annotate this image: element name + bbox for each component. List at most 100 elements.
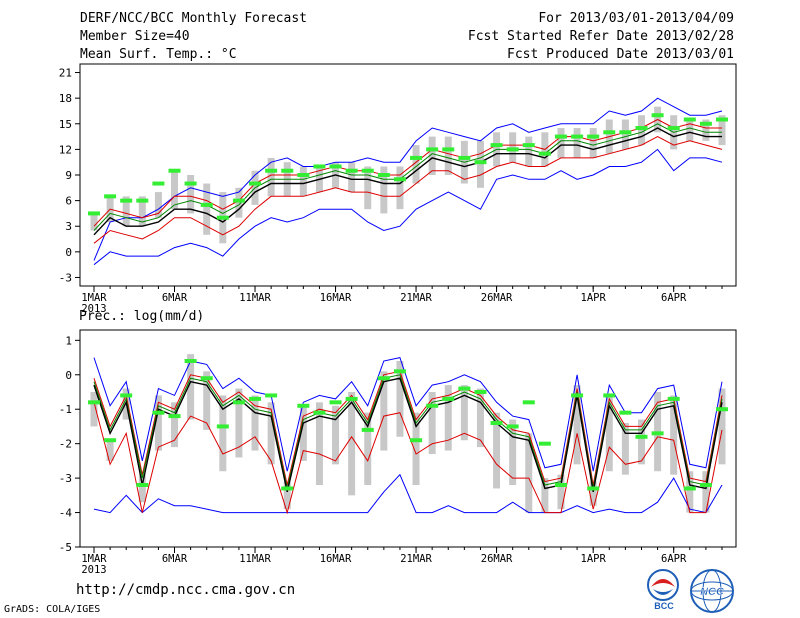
temp-member-marker [506, 147, 519, 152]
prec-member-marker [345, 396, 358, 401]
temp-spread-bar [154, 192, 162, 218]
temp-member-marker [571, 134, 584, 139]
temp-member-marker [152, 181, 165, 186]
prec-member-marker [554, 483, 567, 487]
temp-mean-minus-sigma-line [93, 136, 723, 244]
temp-x-tick-label: 26MAR [481, 292, 513, 304]
temp-spread-bar [364, 166, 372, 210]
prec-member-marker [603, 393, 616, 398]
prec-spread-bar [106, 440, 114, 461]
temp-member-marker [377, 173, 390, 177]
temp-spread-bar [557, 128, 565, 158]
prec-member-marker [426, 403, 439, 408]
temp-spread-bar [171, 170, 179, 210]
prec-mean-plus-third-sigma-line [93, 374, 723, 489]
temp-member-marker [345, 168, 358, 173]
temp-spread-bar [686, 119, 694, 141]
temp-spread-bar [122, 196, 130, 227]
prec-spread-bar [187, 354, 195, 420]
prec-spread-bar [171, 402, 179, 448]
temp-spread-bar [90, 213, 98, 231]
temp-member-marker [200, 202, 213, 207]
temp-max-line [93, 97, 723, 261]
prec-member-marker [120, 393, 133, 398]
prec-spread-bar [235, 388, 243, 458]
prec-member-marker [265, 393, 278, 398]
temp-spread-bar [509, 132, 517, 163]
prec-x-tick-label: 1MAR [81, 553, 107, 565]
temp-spread-bar [187, 175, 195, 214]
prec-spread-bar [541, 478, 549, 513]
temp-spread-bar [235, 187, 243, 218]
prec-spread-bar [138, 474, 146, 503]
prec-y-tick-label: -3 [59, 472, 72, 485]
ncc-logo: NCC [690, 569, 734, 613]
temp-member-marker [716, 117, 728, 122]
temp-spread-bar [412, 145, 420, 184]
temp-y-tick-label: 21 [59, 67, 72, 80]
temp-member-marker [554, 134, 567, 139]
temp-member-marker [619, 130, 632, 135]
prec-member-marker [377, 376, 390, 381]
prec-x-tick-label: 11MAR [239, 553, 271, 565]
prec-spread-bar [219, 395, 227, 472]
bcc-logo: BCC [647, 569, 679, 611]
temp-mean-plus-sigma-line [93, 118, 722, 227]
temp-mean-plus-third-sigma-line [93, 123, 722, 231]
prec-min-line [93, 473, 723, 514]
prec-spread-bar [493, 412, 501, 489]
prec-member-marker [699, 483, 712, 487]
prec-member-marker [506, 424, 519, 429]
prec-spread-bar [509, 419, 517, 485]
prec-member-marker [249, 396, 262, 401]
prec-spread-bar [557, 474, 565, 510]
temp-member-marker [120, 198, 133, 203]
prec-member-marker [361, 427, 374, 432]
temp-spread-bar [428, 136, 436, 175]
temp-spread-bar [380, 166, 388, 214]
source-url[interactable]: http://cmdp.ncc.cma.gov.cn [76, 582, 296, 598]
prec-spread-bar [686, 471, 694, 513]
temp-x-tick-label: 6MAR [162, 292, 188, 304]
temp-x-year-label: 2013 [81, 303, 106, 315]
temp-y-tick-label: 15 [59, 118, 72, 131]
prec-member-marker [571, 393, 584, 398]
temp-member-marker [361, 168, 374, 173]
bcc-logo-text: BCC [654, 601, 674, 611]
temp-x-tick-label: 16MAR [320, 292, 352, 304]
temp-spread-bar [476, 140, 484, 188]
variable-label: Mean Surf. Temp.: °C [80, 47, 237, 62]
prec-spread-bar [412, 412, 420, 485]
prec-spread-bar [589, 481, 597, 506]
temp-member-marker [297, 173, 310, 177]
prec-spread-bar [637, 419, 645, 465]
prec-y-tick-label: -2 [59, 438, 72, 451]
temp-y-tick-label: 12 [59, 143, 72, 156]
temp-member-marker [216, 215, 229, 220]
prec-member-marker [458, 386, 471, 391]
prec-spread-bar [332, 405, 340, 465]
prec-spread-bar [525, 433, 533, 513]
prec-x-year-label: 2013 [81, 564, 106, 576]
temp-member-marker [490, 143, 503, 148]
temp-spread-bar [525, 136, 533, 167]
prec-spread-bar [203, 371, 211, 430]
prec-member-marker [168, 414, 181, 419]
temp-y-tick-label: 9 [65, 169, 72, 182]
prec-member-marker [313, 410, 326, 415]
prec-spread-bar [428, 392, 436, 454]
temp-spread-bar [267, 157, 275, 197]
prec-spread-bar [315, 402, 323, 485]
temp-member-marker [699, 121, 712, 126]
temp-x-tick-label: 11MAR [239, 292, 271, 304]
chart-title: DERF/NCC/BCC Monthly Forecast [80, 11, 307, 26]
prec-spread-bar [283, 481, 291, 510]
prec-x-tick-label: 26MAR [481, 553, 513, 565]
prec-spread-bar [573, 385, 581, 465]
temp-y-tick-label: 18 [59, 92, 72, 105]
prec-member-marker [216, 424, 229, 429]
temp-plot-frame [79, 63, 737, 287]
prec-member-marker [474, 390, 487, 394]
prec-member-marker [683, 486, 696, 491]
prec-spread-bar [444, 385, 452, 451]
